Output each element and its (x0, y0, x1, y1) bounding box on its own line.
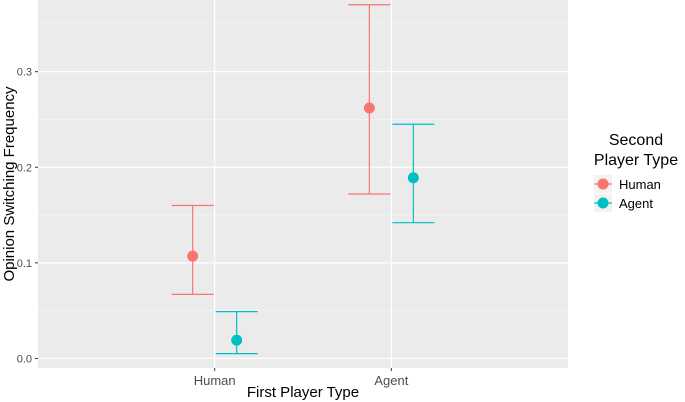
legend: Second Player Type Human Agent (594, 132, 678, 212)
legend-key-point (597, 178, 609, 190)
legend-label: Human (619, 177, 661, 192)
legend-item-agent: Agent (594, 194, 653, 212)
y-tick-label: 0.3 (17, 67, 32, 79)
x-tick-label: Human (194, 373, 236, 388)
errorbar-agent-human (215, 311, 258, 355)
y-tick-label: 0.2 (17, 162, 32, 174)
legend-key-point (597, 197, 609, 209)
x-tick-label: Agent (374, 373, 408, 388)
y-axis: 0.0 0.1 0.2 0.3 (17, 67, 38, 365)
y-tick-label: 0.0 (17, 353, 32, 365)
grid (38, 0, 568, 368)
x-axis-title: First Player Type (247, 384, 359, 401)
y-tick-label: 0.1 (17, 258, 32, 270)
errorbar-human-agent (348, 4, 391, 195)
legend-title-line-2: Player Type (594, 152, 678, 169)
data-point-agent-human (231, 334, 243, 346)
data-point-human-agent (363, 102, 375, 114)
data-point-human-human (187, 250, 199, 262)
data-point-agent-agent (407, 172, 419, 184)
x-axis: Human Agent (194, 368, 409, 388)
plot-panel (38, 0, 568, 368)
legend-label: Agent (619, 196, 653, 211)
data-marks (171, 4, 435, 355)
legend-item-human: Human (594, 175, 661, 193)
y-axis-title: Opinion Switching Frequency (1, 86, 18, 282)
legend-title-line-1: Second (609, 132, 663, 149)
errorbar-human-human (171, 204, 214, 295)
